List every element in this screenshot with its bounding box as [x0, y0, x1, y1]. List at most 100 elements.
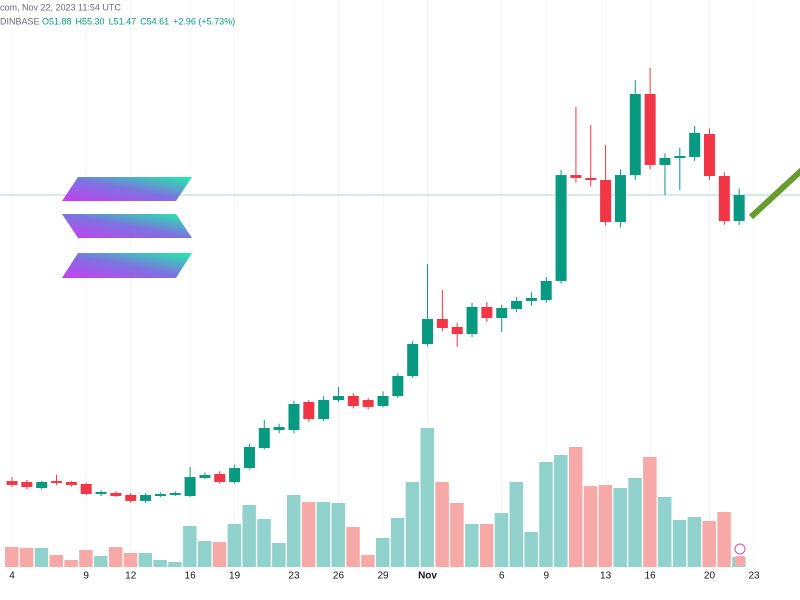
volume-bar: [376, 538, 390, 567]
x-tick-label: 20: [704, 571, 716, 582]
volume-bar: [212, 542, 227, 567]
volume-bar: [465, 524, 479, 567]
x-tick-label: 23: [288, 571, 300, 582]
volume-bar: [524, 532, 538, 567]
price-pane: [6, 68, 745, 503]
candle-body: [229, 468, 241, 482]
volume-bar: [242, 505, 256, 567]
volume-bar: [49, 555, 64, 567]
volume-bar: [405, 482, 420, 567]
header-value: +2.96 (+5.73%): [173, 16, 235, 26]
volume-bar: [509, 482, 524, 567]
x-tick-label: 19: [229, 571, 241, 582]
volume-bar: [183, 526, 197, 567]
candle-body: [347, 396, 359, 406]
volume-bar: [702, 521, 716, 567]
candle-body: [140, 494, 152, 501]
candle-body: [21, 482, 33, 487]
volume-bar: [19, 548, 34, 567]
header-ohlc: DINBASE O51.88 H55.30 L51.47 C54.61 +2.96 (+…: [0, 16, 235, 26]
x-tick-label: 6: [499, 571, 505, 582]
candle-body: [51, 481, 63, 483]
x-tick-label: 29: [377, 571, 389, 582]
volume-bar: [687, 517, 702, 567]
candle-body: [585, 178, 597, 180]
candle-body: [614, 175, 626, 222]
volume-bar: [554, 455, 568, 567]
volume-bar: [628, 478, 642, 567]
header-value: L51.47: [109, 16, 137, 26]
volume-bar: [286, 495, 301, 567]
x-tick-label: 4: [9, 571, 15, 582]
candle-body: [318, 400, 330, 420]
candle-body: [629, 94, 641, 176]
volume-bar: [257, 519, 271, 567]
candle-body: [154, 494, 166, 496]
volume-bar: [316, 502, 331, 567]
event-icon[interactable]: [735, 556, 745, 566]
volume-bar: [420, 428, 435, 567]
candle-body: [199, 474, 211, 478]
volume-bar: [331, 503, 345, 567]
candle-body: [422, 318, 434, 344]
candle-body: [466, 306, 478, 334]
candle-body: [555, 175, 567, 281]
volume-bar: [539, 462, 553, 567]
candle-body: [184, 477, 196, 496]
volume-bar: [94, 556, 108, 567]
header-exchange: DINBASE: [0, 16, 40, 26]
volume-bar: [450, 503, 464, 567]
candle-body: [288, 404, 300, 430]
candle-body: [36, 482, 48, 488]
volume-bar: [272, 543, 286, 567]
volume-bar: [435, 482, 449, 567]
volume-bar: [346, 527, 360, 567]
volume-bar: [123, 553, 138, 567]
volume-bar: [643, 457, 657, 567]
header-source: com, Nov 22, 2023 11:54 UTC: [0, 2, 121, 12]
trend-arrow: [748, 167, 800, 220]
candle-body: [332, 396, 344, 400]
candle-body: [689, 132, 701, 157]
logo-bar: [62, 177, 192, 201]
candle-body: [258, 428, 270, 448]
x-tick-label: 13: [600, 571, 612, 582]
candle-body: [214, 474, 226, 482]
volume-bar: [5, 547, 19, 567]
volume-bar: [479, 524, 494, 567]
volume-bar: [34, 548, 49, 567]
candle-body: [703, 134, 715, 176]
candle-body: [243, 446, 255, 468]
candle-body: [540, 280, 552, 300]
volume-bar: [197, 541, 212, 567]
volume-bar: [583, 486, 598, 567]
candle-body: [481, 306, 493, 318]
candle-body: [273, 426, 285, 430]
candle-body: [169, 492, 181, 495]
header-value: C54.61: [140, 16, 169, 26]
candle-body: [377, 396, 389, 406]
volume-pane: [5, 428, 746, 567]
x-tick-label: 9: [543, 571, 549, 582]
x-tick-label: 12: [125, 571, 137, 582]
logo-bar: [62, 214, 192, 238]
x-tick-label: 9: [83, 571, 89, 582]
volume-bar: [301, 502, 316, 567]
candle-body: [80, 484, 92, 494]
candle-body: [525, 298, 537, 301]
x-tick-label: 23: [748, 571, 760, 582]
volume-bar: [168, 562, 182, 567]
candle-body: [733, 195, 745, 222]
solana-logo: [62, 177, 192, 278]
volume-bar: [657, 497, 672, 567]
x-tick-label: 16: [645, 571, 657, 582]
x-tick-label: 16: [185, 571, 197, 582]
candle-body: [303, 402, 315, 420]
volume-bar: [138, 553, 153, 567]
event-icon[interactable]: [734, 543, 746, 555]
candle-body: [718, 176, 730, 222]
header-value: H55.30: [76, 16, 105, 26]
volume-bar: [672, 520, 687, 567]
